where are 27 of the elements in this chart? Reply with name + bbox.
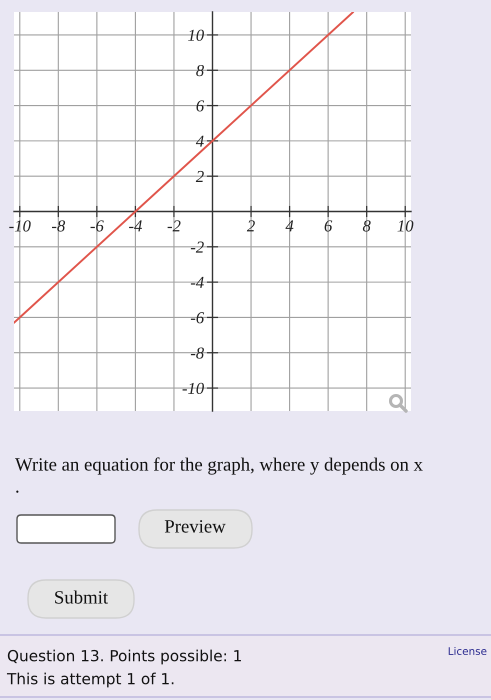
x-tick-label: 6	[324, 220, 332, 232]
x-tick-label: 2	[246, 220, 255, 232]
text: .	[16, 490, 18, 493]
text: Preview	[164, 520, 226, 533]
x-tick-label: -4	[129, 220, 142, 232]
y-tick-label: -2	[190, 242, 204, 253]
x-tick-label: -6	[90, 220, 104, 232]
y-tick-label: 10	[188, 30, 204, 41]
x-tick-label: 10	[397, 220, 414, 232]
y-tick-label: -10	[182, 382, 204, 394]
y-tick-label: 6	[196, 100, 204, 112]
y-tick-label: 8	[196, 64, 204, 76]
text: Write an equation for the graph, where y depends on x	[15, 457, 423, 475]
y-tick-label: -4	[190, 276, 204, 288]
y-tick-label: -8	[190, 347, 204, 359]
text: This is attempt 1 of 1.	[6, 672, 174, 688]
y-tick-label: -6	[190, 312, 204, 324]
x-tick-label: 8	[362, 220, 371, 232]
y-tick-label: 2	[196, 170, 204, 182]
text: Question 13. Points possible: 1	[8, 650, 241, 664]
y-tick-label: 4	[196, 136, 204, 147]
text: Submit	[55, 590, 108, 604]
x-tick-label: 4	[285, 220, 294, 232]
x-tick-label: -10	[9, 220, 31, 232]
x-tick-label: -8	[52, 220, 66, 232]
x-tick-label: -2	[168, 220, 181, 232]
text: License	[448, 646, 486, 656]
